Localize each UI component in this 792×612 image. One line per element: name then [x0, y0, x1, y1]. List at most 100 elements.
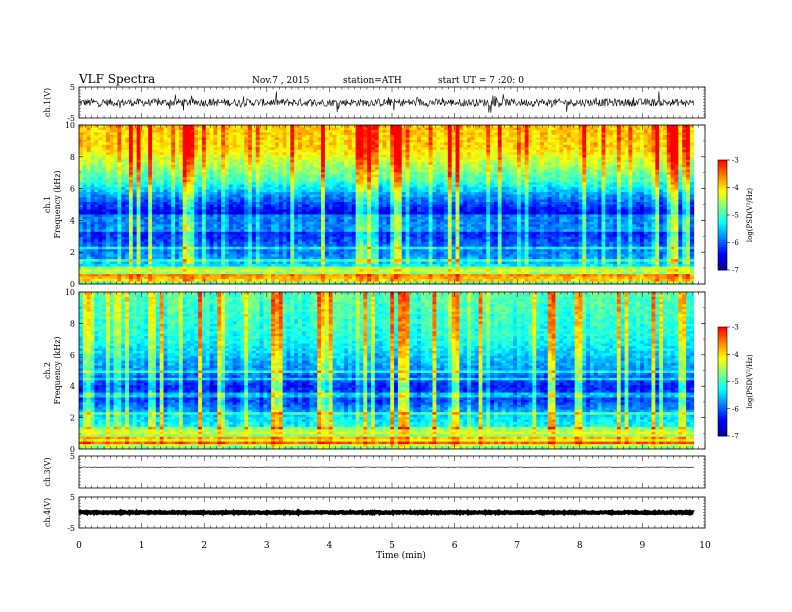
ch1-spectrogram-cell [678, 139, 683, 143]
ch1-spectrogram-cell [543, 164, 549, 168]
ch1-spectrogram-cell [155, 152, 161, 156]
ch1-spectrogram-cell [651, 164, 656, 168]
ch1-spectrogram-cell [470, 154, 476, 158]
ch1-spectrogram-cell [347, 184, 353, 188]
ch1-spectrogram-cell [386, 132, 391, 136]
ch1-spectrogram-cell [394, 179, 399, 183]
ch1-spectrogram-cell [593, 184, 599, 188]
ch1-spectrogram-cell [417, 174, 422, 178]
ch1-spectrogram-cell [313, 194, 318, 198]
ch1-spectrogram-cell [536, 182, 541, 186]
ch1-spectrogram-cell [609, 137, 614, 141]
ch1-spectrogram-cell [282, 149, 287, 153]
ch1-spectrogram-cell [520, 144, 526, 148]
ch1-spectrogram-cell [271, 162, 276, 166]
ch1-spectrogram-cell [616, 127, 622, 131]
ch1-spectrogram-cell [190, 182, 195, 186]
ch1-spectrogram-cell [601, 169, 606, 173]
ch1-spectrogram-cell [167, 137, 172, 141]
ch1-spectrogram-cell [420, 179, 426, 183]
ch1-spectrogram-cell [401, 157, 406, 161]
ch1-spectrogram-cell [382, 159, 387, 163]
ch1-spectrogram-cell [201, 177, 207, 181]
ch1-spectrogram-cell [125, 172, 130, 176]
ch1-spectrogram-cell [463, 152, 468, 156]
ch1-spectrogram-cell [436, 197, 441, 200]
ch1-spectrogram-cell [397, 132, 403, 136]
ch1-spectrogram-cell [478, 159, 483, 163]
ch1-spectrogram-cell [547, 129, 552, 133]
ch1-spectrogram-cell [655, 127, 660, 131]
ch1-spectrogram-cell [282, 144, 287, 148]
ch1-spectrogram-cell [267, 192, 272, 195]
ch1-spectrogram-cell [267, 134, 272, 138]
ch1-spectrogram-cell [136, 137, 141, 141]
ch1-spectrogram-cell [428, 177, 433, 181]
ch1-spectrogram-cell [517, 182, 522, 186]
ch1-spectrogram-cell [424, 177, 430, 181]
ch1-spectrogram-cell [570, 147, 576, 151]
ch1-spectrogram-cell [90, 187, 95, 190]
ch1-spectrogram-cell [620, 125, 625, 128]
ch1-spectrogram-cell [655, 129, 660, 133]
ch1-spectrogram-cell [309, 139, 314, 143]
ch1-spectrogram-cell [413, 149, 418, 153]
ch1-spectrogram-cell [251, 154, 257, 158]
ch1-spectrogram-cell [586, 182, 591, 186]
ch1-spectrogram-cell [513, 194, 518, 198]
ch1-spectrogram-cell [559, 177, 564, 181]
ch1-spectrogram-cell [159, 147, 164, 151]
ch1-spectrogram-cell [240, 184, 245, 188]
ch1-spectrogram-cell [528, 147, 533, 151]
ch1-spectrogram-cell [520, 137, 526, 141]
ch1-spectrogram-cell [321, 162, 326, 166]
ch1-spectrogram-cell [86, 157, 91, 161]
ch1-spectrogram-cell [482, 129, 487, 133]
ch1-spectrogram-cell [509, 167, 514, 171]
ch1-spectrogram-cell [121, 127, 126, 131]
ch1-spectrogram-cell [486, 177, 491, 181]
ch1-spectrogram-cell [363, 192, 368, 195]
ch1-spectrogram-cell [152, 152, 157, 156]
ch1-spectrogram-cell [340, 174, 345, 178]
ch1-spectrogram-cell [282, 172, 287, 176]
ch1-spectrogram-cell [474, 125, 479, 128]
ch1-spectrogram-cell [493, 125, 499, 128]
ch1-spectrogram-cell [136, 189, 141, 193]
ch1-spectrogram-cell [636, 149, 641, 153]
ch1-spectrogram-cell [148, 187, 153, 190]
ch1-spectrogram-cell [459, 177, 464, 181]
ch1-spectrogram-cell [551, 167, 556, 171]
ch1-spectrogram-cell [620, 167, 625, 171]
ch1-spectrogram-cell [620, 147, 625, 151]
ch1-spectrogram-cell [613, 142, 618, 146]
ch1-spectrogram-cell [470, 134, 476, 138]
ch1-spectrogram-cell [455, 167, 460, 171]
ch1-spectrogram-cell [624, 184, 629, 188]
ch1-spectrogram-cell [152, 162, 157, 166]
ch1-spectrogram-cell [613, 129, 618, 133]
ch1-spectrogram-cell [159, 162, 164, 166]
ch1-spectrogram-cell [121, 197, 126, 200]
ch1-spectrogram-cell [236, 177, 241, 181]
ch1-spectrogram-cell [601, 179, 606, 183]
ch1-spectrogram-cell [175, 164, 180, 168]
ch1-spectrogram-cell [582, 164, 587, 168]
ch1-spectrogram-cell [317, 194, 322, 198]
ch1-spectrogram-cell [616, 144, 622, 148]
ch1-spectrogram-cell [436, 174, 441, 178]
ch1-spectrogram-cell [432, 159, 437, 163]
ch1-spectrogram-cell [82, 147, 88, 151]
ch1-spectrogram-cell [490, 174, 495, 178]
ch1-spectrogram-cell [540, 142, 545, 146]
ch1-spectrogram-cell [205, 125, 211, 128]
ch1-spectrogram-cell [447, 147, 453, 151]
ch1-spectrogram-cell [359, 167, 364, 171]
ch1-spectrogram-cell [117, 172, 122, 176]
ch1-spectrogram-cell [378, 159, 383, 163]
ch1-spectrogram-cell [321, 187, 326, 190]
ch1-spectrogram-cell [547, 177, 552, 181]
ch1-spectrogram-cell [678, 137, 683, 141]
ch1-spectrogram-cell [497, 177, 503, 181]
ch1-spectrogram-cell [267, 187, 272, 190]
